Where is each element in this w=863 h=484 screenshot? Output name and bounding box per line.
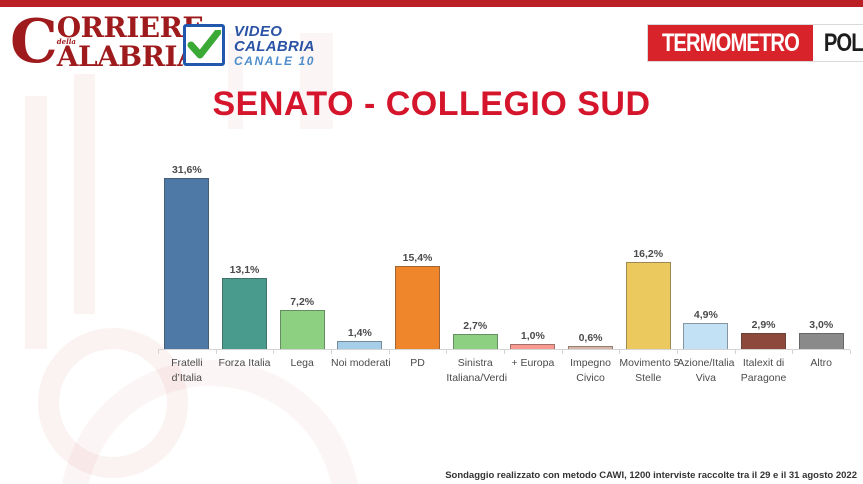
- axis-tick: [215, 350, 217, 354]
- bar: [222, 278, 267, 349]
- axis-tick: [619, 350, 621, 354]
- bar: [452, 334, 498, 349]
- bar-group: 4,9%: [677, 309, 735, 349]
- bar-value-label: 0,6%: [578, 332, 603, 344]
- bar-group: 16,2%: [619, 248, 677, 349]
- survey-disclaimer: Sondaggio realizzato con metodo CAWI, 12…: [445, 470, 857, 481]
- bar-category-label: Italexit di Paragone: [740, 357, 787, 385]
- bar-value-label: 15,4%: [402, 252, 433, 264]
- bar-category-label: + Europa: [511, 357, 555, 369]
- video-calabria-line2: CALABRIA: [234, 38, 315, 55]
- green-check-icon: [183, 24, 225, 66]
- axis-tick: [561, 350, 563, 354]
- bar: [337, 341, 383, 349]
- bar-value-label: 1,0%: [520, 330, 545, 342]
- video-calabria-line1: VIDEO: [234, 23, 283, 40]
- corriere-calabria-logo: C ORRIERE ALABRIA della: [10, 7, 204, 77]
- bar-group: 1,4%: [331, 327, 389, 349]
- page-title: SENATO - COLLEGIO SUD: [212, 85, 651, 123]
- axis-tick: [677, 350, 678, 354]
- bar: [741, 333, 787, 349]
- bar: [279, 310, 325, 349]
- axis-tick: [734, 350, 736, 354]
- bar-category-label: Sinistra Italiana/Verdi: [446, 357, 508, 385]
- bar-category-label: Lega: [290, 357, 314, 369]
- bar-group: 31,6%: [158, 164, 216, 349]
- bar-group: 1,0%: [504, 330, 562, 349]
- bar-value-label: 3,0%: [809, 319, 834, 331]
- bar: [683, 323, 729, 349]
- watermark-bar: [25, 96, 47, 349]
- bar-group: 13,1%: [216, 264, 274, 349]
- top-red-strip: [0, 0, 863, 7]
- bar: [625, 262, 671, 349]
- bar-category-label: Altro: [810, 357, 833, 369]
- video-calabria-logo: VIDEO CALABRIA CANALE 10: [183, 24, 315, 68]
- bar-category-label: Noi moderati: [331, 357, 391, 369]
- bar: [164, 178, 210, 349]
- bar-group: 2,9%: [735, 319, 793, 349]
- bar-group: 2,7%: [446, 320, 504, 349]
- bar: [568, 346, 614, 349]
- bar-value-label: 7,2%: [290, 296, 315, 308]
- bar-chart-categories: Fratelli d’Italia Forza Italia Lega Noi mode…: [158, 350, 850, 386]
- bar-category-label: Fratelli d’Italia: [171, 357, 203, 385]
- bar-value-label: 4,9%: [693, 309, 718, 321]
- bar-category-label: Impegno Civico: [570, 357, 611, 385]
- termometro-politico-logo: TERMOMETRO POLITICO: [648, 25, 863, 61]
- bar-category-label: PD: [410, 357, 425, 369]
- bar-chart: 31,6% 13,1% 7,2% 1,4% 15,4% 2,7% 1,0% 0,6% 16,2%…: [158, 164, 851, 386]
- axis-tick: [388, 350, 390, 354]
- corriere-logo-top-word: ORRIERE: [56, 11, 204, 44]
- bar-value-label: 2,7%: [463, 320, 488, 332]
- bar-value-label: 16,2%: [633, 248, 664, 260]
- axis-tick: [273, 350, 275, 354]
- bar-value-label: 31,6%: [171, 164, 202, 176]
- bar: [510, 344, 556, 349]
- axis-tick: [850, 350, 851, 354]
- bar-category-label: Azione/Italia Viva: [677, 357, 735, 385]
- corriere-logo-big-letter: C: [10, 7, 58, 77]
- bar-group: 0,6%: [562, 332, 620, 349]
- bar-group: 3,0%: [792, 319, 850, 349]
- bar-value-label: 1,4%: [347, 327, 372, 339]
- bar-group: 7,2%: [273, 296, 331, 349]
- bar-value-label: 2,9%: [751, 319, 776, 331]
- bar: [798, 333, 844, 349]
- corriere-logo-della: della: [56, 37, 76, 46]
- bar-category-label: Movimento 5 Stelle: [619, 357, 680, 385]
- video-calabria-line3: CANALE 10: [234, 54, 316, 68]
- termometro-logo-left: TERMOMETRO: [661, 28, 800, 57]
- bar: [395, 266, 441, 349]
- termometro-logo-right: POLITICO: [823, 28, 863, 57]
- bar-group: 15,4%: [389, 252, 447, 349]
- axis-tick: [158, 350, 159, 354]
- axis-tick: [331, 350, 332, 354]
- bar-chart-bars: 31,6% 13,1% 7,2% 1,4% 15,4% 2,7% 1,0% 0,6% 16,2%…: [158, 164, 851, 354]
- axis-tick: [792, 350, 794, 354]
- bar-value-label: 13,1%: [229, 264, 260, 276]
- axis-tick: [504, 350, 505, 354]
- bar-category-label: Forza Italia: [218, 357, 271, 369]
- corriere-logo-bottom-word: ALABRIA: [56, 40, 199, 73]
- axis-tick: [446, 350, 448, 354]
